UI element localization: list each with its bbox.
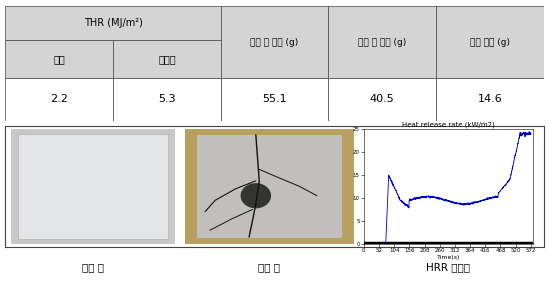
Text: 14.6: 14.6 [477, 94, 502, 104]
Bar [436, 78, 544, 121]
Text: 5.3: 5.3 [158, 94, 176, 104]
Text: 무게 감량 (g): 무게 감량 (g) [470, 38, 509, 46]
Text: HRR 그래프: HRR 그래프 [427, 262, 470, 272]
Text: 시험 전: 시험 전 [82, 262, 104, 272]
Bar [221, 78, 328, 121]
Bar [436, 6, 544, 78]
Bar [5, 6, 221, 40]
Ellipse shape [240, 183, 271, 208]
Text: 40.5: 40.5 [369, 94, 395, 104]
Bar [197, 135, 342, 238]
Title: Heat release rate (kW/m2): Heat release rate (kW/m2) [402, 121, 495, 128]
Text: 난연: 난연 [53, 54, 65, 64]
Text: 2.2: 2.2 [51, 94, 68, 104]
Bar [113, 40, 221, 78]
Bar [5, 78, 113, 121]
Bar [5, 40, 113, 78]
Bar [113, 78, 221, 121]
Text: 55.1: 55.1 [262, 94, 287, 104]
Text: 준불연: 준불연 [158, 54, 176, 64]
X-axis label: Time(s): Time(s) [437, 255, 460, 259]
Text: 시험 후 무게 (g): 시험 후 무게 (g) [358, 38, 406, 46]
Text: 시험 전 무게 (g): 시험 전 무게 (g) [250, 38, 299, 46]
Bar [221, 6, 328, 78]
Bar [328, 78, 436, 121]
Text: 시험 후: 시험 후 [259, 262, 281, 272]
Text: THR (MJ/m²): THR (MJ/m²) [83, 18, 143, 28]
Bar [328, 6, 436, 78]
